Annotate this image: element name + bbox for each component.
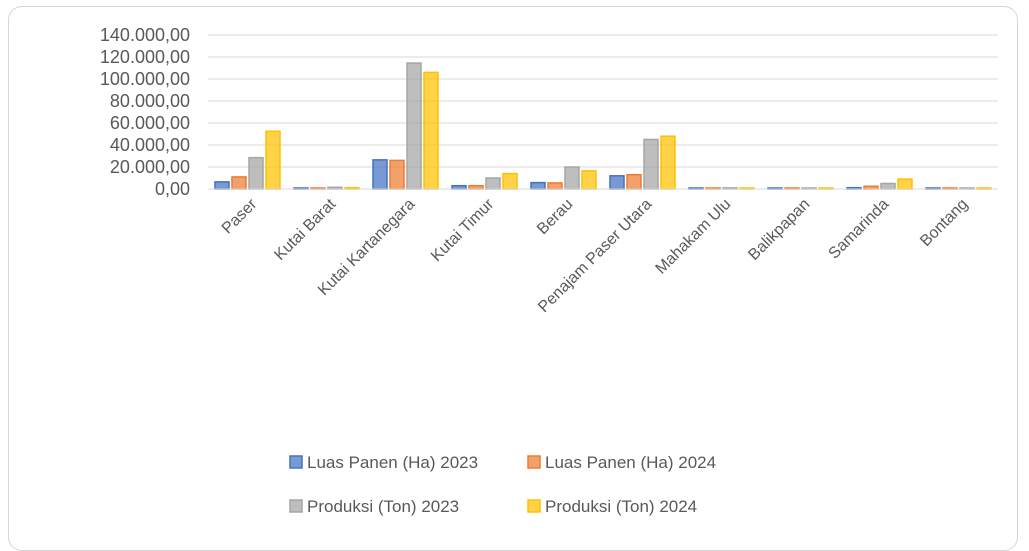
- x-tick-label: Samarinda: [826, 196, 893, 263]
- bar: [248, 156, 264, 190]
- y-axis-ticks: 0,0020.000,0040.000,0060.000,0080.000,00…: [100, 25, 190, 199]
- legend-label: Luas Panen (Ha) 2024: [545, 453, 716, 472]
- x-tick-label: Kutai Barat: [271, 195, 339, 263]
- bar: [389, 159, 405, 190]
- x-tick-label: Mahakam Ulu: [653, 196, 735, 278]
- bar: [581, 170, 597, 190]
- bar: [423, 71, 439, 190]
- bar: [214, 181, 230, 190]
- bar: [406, 62, 422, 190]
- y-tick-label: 140.000,00: [100, 25, 190, 45]
- x-tick-label: Bontang: [917, 196, 971, 250]
- y-tick-label: 40.000,00: [110, 135, 190, 155]
- x-tick-label: Paser: [219, 195, 261, 237]
- legend: Luas Panen (Ha) 2023 Luas Panen (Ha) 2024…: [289, 453, 716, 516]
- legend-swatch: [527, 499, 541, 513]
- bar: [530, 181, 546, 190]
- x-tick-label: Balikpapan: [745, 196, 813, 264]
- gridlines: [208, 34, 998, 168]
- y-tick-label: 60.000,00: [110, 113, 190, 133]
- legend-swatch: [289, 455, 303, 469]
- y-tick-label: 100.000,00: [100, 69, 190, 89]
- bar: [880, 182, 896, 190]
- legend-swatch: [527, 455, 541, 469]
- bar: [485, 177, 501, 190]
- legend-swatch: [289, 499, 303, 513]
- bar: [643, 138, 659, 190]
- bars: [214, 62, 992, 190]
- bar: [231, 176, 247, 190]
- bar: [502, 172, 518, 190]
- y-tick-label: 120.000,00: [100, 47, 190, 67]
- x-tick-label: Berau: [534, 196, 576, 238]
- bar: [626, 173, 642, 190]
- y-tick-label: 20.000,00: [110, 157, 190, 177]
- legend-label: Produksi (Ton) 2024: [545, 497, 697, 516]
- legend-label: Produksi (Ton) 2023: [307, 497, 459, 516]
- x-tick-label: Kutai Timur: [428, 195, 498, 265]
- bar: [660, 135, 676, 190]
- legend-label: Luas Panen (Ha) 2023: [307, 453, 478, 472]
- y-tick-label: 80.000,00: [110, 91, 190, 111]
- chart-frame: [8, 6, 1018, 551]
- y-tick-label: 0,00: [155, 179, 190, 199]
- bar: [372, 159, 388, 190]
- bar: [897, 178, 913, 190]
- bar: [547, 182, 563, 190]
- bar: [265, 130, 281, 190]
- bar: [609, 175, 625, 190]
- bar: [564, 166, 580, 190]
